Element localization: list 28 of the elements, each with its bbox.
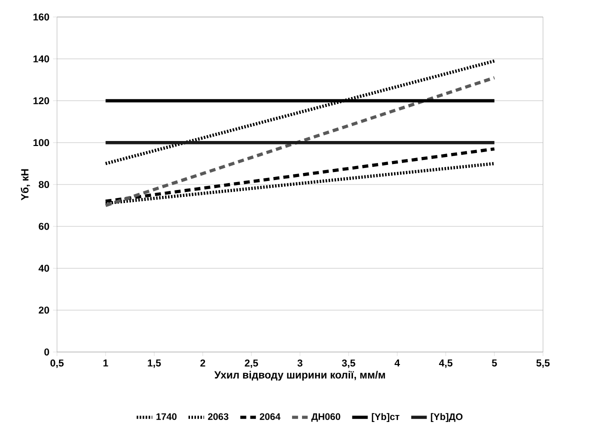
x-tick-label: 2	[200, 360, 206, 366]
y-tick-label: 140	[34, 55, 50, 62]
x-tick-label: 2,5	[244, 360, 258, 368]
y-tick-label: 160	[34, 13, 50, 21]
y-tick-label: 80	[38, 180, 50, 188]
x-axis-title: Ухил відводу ширини колії, мм/м	[214, 370, 385, 381]
legend-label: 1740	[156, 413, 177, 420]
x-tick-label: 3,5	[342, 360, 356, 368]
x-tick-label: 5	[492, 360, 497, 366]
legend-label: 2064	[260, 413, 280, 420]
legend-label: [Yb]ст	[372, 413, 400, 422]
legend-label: [Yb]ДО	[430, 413, 462, 422]
y-axis-title: Yб, кН	[20, 169, 30, 200]
x-tick-label: 3	[297, 360, 302, 367]
y-tick-label: 60	[38, 222, 50, 230]
y-tick-label: 20	[38, 306, 50, 314]
y-tick-label: 0	[44, 348, 50, 356]
x-tick-label: 4,5	[439, 360, 452, 368]
legend-label: 2063	[208, 413, 228, 420]
x-tick-label: 5,5	[536, 360, 550, 368]
legend-label: ДН060	[311, 413, 340, 422]
y-tick-label: 40	[38, 264, 50, 272]
x-tick-label: 0,5	[50, 360, 64, 368]
x-tick-label: 4	[394, 360, 400, 366]
y-tick-label: 100	[34, 139, 50, 146]
y-tick-label: 120	[34, 97, 50, 104]
x-tick-label: 1	[103, 360, 108, 366]
x-tick-label: 1,5	[148, 360, 161, 368]
